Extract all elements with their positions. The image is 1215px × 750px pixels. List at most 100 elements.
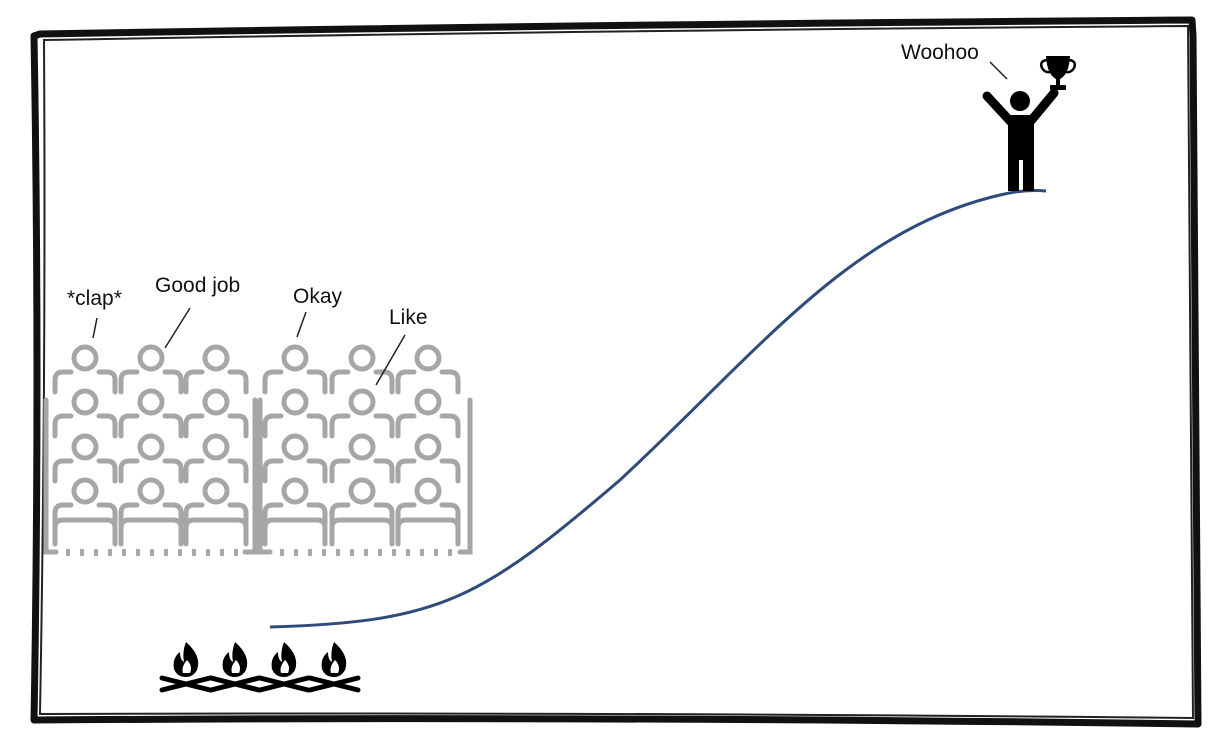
audience-shoulders	[395, 413, 461, 439]
audience-bracket-right	[242, 397, 258, 555]
audience-head	[414, 477, 442, 505]
audience-head	[414, 388, 442, 416]
audience-seat-dot	[66, 549, 70, 556]
audience-head	[348, 344, 376, 372]
audience-head	[281, 433, 309, 461]
audience-seat-dot	[122, 549, 126, 556]
callout-line-good-job	[164, 307, 191, 349]
audience-seat-dot	[234, 549, 238, 556]
audience-body	[329, 517, 395, 547]
audience-body	[52, 517, 118, 547]
audience-seat-dot	[350, 549, 354, 556]
fire-flame-inner	[330, 660, 339, 673]
audience-shoulders	[52, 502, 118, 528]
winner-left-arm	[982, 91, 1016, 127]
audience-shoulders	[183, 502, 249, 528]
audience-head	[281, 344, 309, 372]
audience-seat-dot	[80, 549, 84, 556]
fire-flame-inner	[231, 660, 240, 673]
fire-flame	[271, 642, 297, 677]
audience-seat-dot	[206, 549, 210, 556]
audience-shoulders	[183, 369, 249, 395]
audience-shoulders	[329, 502, 395, 528]
good-job-label: Good job	[155, 274, 241, 297]
audience-shoulders	[118, 502, 184, 528]
audience-seat-dot	[150, 549, 154, 556]
audience-seat-dot	[322, 549, 326, 556]
audience-seat-dot	[164, 549, 168, 556]
trophy-handle-right	[1065, 58, 1077, 74]
fire-flame	[321, 642, 347, 677]
winner-left-leg	[1008, 156, 1019, 191]
audience-body	[262, 517, 328, 547]
audience-seat-dot	[378, 549, 382, 556]
audience-head	[348, 477, 376, 505]
journey-curve	[269, 189, 1047, 629]
audience-head	[414, 433, 442, 461]
audience-seat-dot	[136, 549, 140, 556]
audience-shoulders	[262, 458, 328, 484]
fire-log	[307, 675, 361, 693]
trophy-cup	[1046, 56, 1070, 80]
audience-shoulders	[329, 458, 395, 484]
audience-seat-dot	[406, 549, 410, 556]
fire-log	[208, 675, 262, 693]
audience-seat-dot	[392, 549, 396, 556]
fire-flame-inner	[182, 660, 191, 673]
audience-seat-dot	[420, 549, 424, 556]
audience-shoulders	[395, 369, 461, 395]
audience-seat-dot	[308, 549, 312, 556]
audience-head	[202, 477, 230, 505]
audience-shoulders	[262, 369, 328, 395]
audience-head	[71, 433, 99, 461]
audience-shoulders	[52, 413, 118, 439]
like-label: Like	[389, 306, 428, 329]
audience-head	[137, 477, 165, 505]
audience-seat-dot	[294, 549, 298, 556]
frame-border	[30, 16, 1202, 728]
winner-torso	[1008, 115, 1034, 160]
audience-body	[118, 517, 184, 547]
audience-seat-dot	[336, 549, 340, 556]
audience-shoulders	[395, 458, 461, 484]
person-raising-trophy-icon	[982, 56, 1077, 191]
audience-bracket-right	[457, 397, 473, 555]
audience-bracket-left	[257, 397, 273, 555]
audience-head	[71, 344, 99, 372]
fire-flame-inner	[280, 660, 289, 673]
campfire-icon	[159, 642, 361, 693]
audience-head	[281, 388, 309, 416]
audience-head	[414, 344, 442, 372]
audience-shoulders	[183, 413, 249, 439]
audience-shoulders	[118, 413, 184, 439]
audience-head	[281, 477, 309, 505]
audience-head	[137, 433, 165, 461]
callout-line-clap	[92, 317, 98, 339]
audience-seat-dot	[178, 549, 182, 556]
fire-flame	[222, 642, 248, 677]
audience-body	[395, 517, 461, 547]
fire-log	[159, 675, 213, 693]
audience-seat-dot	[108, 549, 112, 556]
okay-label: Okay	[293, 285, 343, 308]
winner-right-arm	[1025, 88, 1059, 127]
audience-seat-dot	[280, 549, 284, 556]
audience-bracket-left	[43, 397, 59, 555]
winner-right-leg	[1023, 156, 1034, 191]
audience-seat-dot	[448, 549, 452, 556]
audience-head	[71, 388, 99, 416]
woohoo-label: Woohoo	[901, 41, 979, 64]
clap-label: *clap*	[67, 287, 122, 310]
fire-flame	[173, 642, 199, 677]
trophy-icon	[1039, 56, 1077, 90]
audience-body	[183, 517, 249, 547]
audience-shoulders	[118, 369, 184, 395]
audience-shoulders	[329, 413, 395, 439]
audience-seat-dot	[220, 549, 224, 556]
callout-line-woohoo	[989, 61, 1008, 80]
trophy-base	[1050, 85, 1066, 90]
audience-head	[348, 433, 376, 461]
audience-head	[137, 388, 165, 416]
